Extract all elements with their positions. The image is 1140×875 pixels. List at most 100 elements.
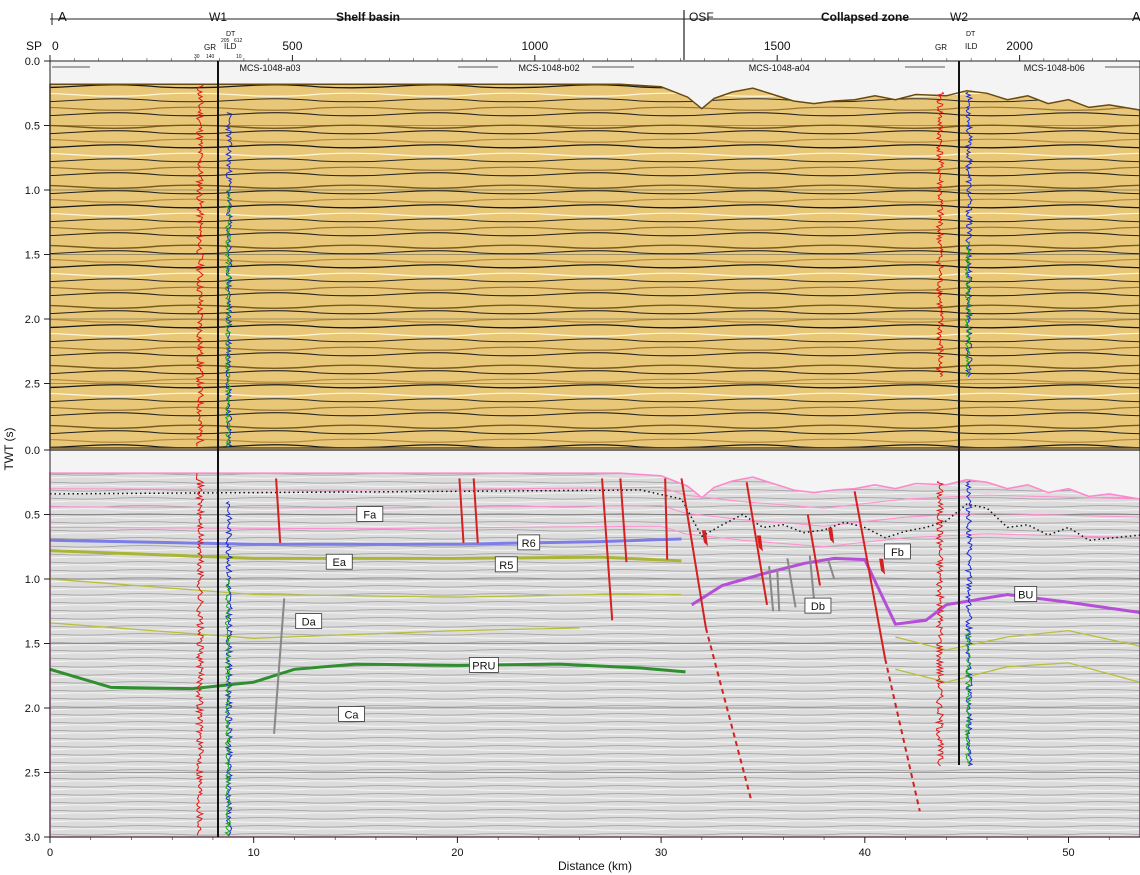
minor-fault <box>808 555 815 599</box>
w1-gr-min: 30 <box>194 54 200 60</box>
horizon-label-box <box>468 657 499 673</box>
y-tick-label: 1.0 <box>25 574 40 586</box>
x-tick-label: 10 <box>248 847 260 859</box>
unit-label-box <box>804 597 832 614</box>
fault-slip-arrow <box>701 530 708 547</box>
unit-label: Ea <box>333 557 347 569</box>
thin-horizon <box>49 578 682 598</box>
sp-tick-label: 1500 <box>764 39 791 53</box>
profile-start-label: A <box>58 9 67 24</box>
y-tick-label: 0.0 <box>25 445 40 457</box>
w1-ild-label: ILD <box>224 42 237 51</box>
fault-line <box>806 514 821 586</box>
zone-collapsed-label: Collapsed zone <box>821 10 909 24</box>
unit-label: Db <box>811 601 825 613</box>
w1-ild-curve <box>224 578 232 837</box>
y-axis-title: TWT (s) <box>2 427 16 470</box>
fault-line <box>458 478 465 543</box>
seismic-reflection-data <box>49 83 1140 449</box>
w2-gr-label: GR <box>935 43 947 52</box>
w2-ild-label: ILD <box>965 42 978 51</box>
line-segment-label: MCS-1048-a03 <box>239 63 300 73</box>
y-tick-label: 1.5 <box>25 639 40 651</box>
horizon-label-box <box>517 534 541 551</box>
w2-dt-curve <box>964 91 974 378</box>
y-tick-label: 0.5 <box>25 510 40 522</box>
fault-line <box>619 478 628 563</box>
horizon-label-box <box>1014 586 1038 602</box>
w2-dt-label: DT <box>966 31 976 38</box>
w2-gr-curve <box>934 480 946 767</box>
sp-tick-label: 0 <box>52 39 59 53</box>
unit-label-box <box>356 506 384 522</box>
y-tick-label: 1.5 <box>25 250 40 262</box>
w1-ild-max: 10 <box>236 54 242 60</box>
fault-slip-arrow <box>879 558 886 575</box>
thin-horizon <box>49 622 580 639</box>
profile-end-label: A <box>1132 9 1140 24</box>
well-w2-label: W2 <box>950 10 968 24</box>
w1-ild-curve <box>224 189 232 448</box>
y-axis: 0.0 0.0 0.5 0.5 1.0 1.0 1.5 1.5 2.0 2.0 2.5 2.5 3.0 <box>25 56 50 844</box>
unit-label: Ca <box>344 709 359 721</box>
minor-fault <box>768 566 775 612</box>
sp-axis: SP 0 500 1000 1500 2000 <box>26 39 1117 61</box>
y-tick-label: 2.0 <box>25 703 40 715</box>
w1-gr-curve <box>194 83 206 447</box>
line-segment-label: MCS-1048-a04 <box>749 63 810 73</box>
fault-slip-arrow <box>828 527 835 544</box>
unit-label: Fb <box>891 547 904 559</box>
x-axis-title: Distance (km) <box>558 859 632 873</box>
zone-shelf-basin-label: Shelf basin <box>336 10 400 24</box>
fault-line <box>472 478 479 543</box>
w2-ild-curve <box>964 630 973 766</box>
minor-fault <box>273 598 286 734</box>
fault-line <box>680 478 707 629</box>
horizon-label: R6 <box>522 538 536 550</box>
osf-label: OSF <box>689 10 714 24</box>
fault-line <box>601 478 614 621</box>
fault-line-inferred <box>704 627 752 799</box>
y-tick-label: 0.0 <box>25 56 40 68</box>
y-tick-label: 1.0 <box>25 185 40 197</box>
horizon-label: BU <box>1018 589 1033 601</box>
sp-tick-label: 500 <box>282 39 302 53</box>
sp-axis-prefix: SP <box>26 39 42 53</box>
thin-horizon <box>895 629 1140 651</box>
fault-line <box>745 482 769 605</box>
horizon-r5 <box>49 549 682 563</box>
w2-ild-curve <box>964 241 972 377</box>
well-w1-label: W1 <box>209 10 227 24</box>
fault-line-inferred <box>884 658 921 812</box>
unit-label-box <box>325 553 353 570</box>
x-tick-label: 30 <box>655 847 667 859</box>
thin-horizon <box>895 662 1140 683</box>
horizon-label: R5 <box>499 560 513 572</box>
seismic-panel-bottom: R6 R5 PRU BU Fa Ea Da Ca Db Fb <box>49 450 1140 838</box>
minor-fault <box>776 568 781 612</box>
unit-label-box <box>338 706 365 722</box>
fault-line <box>853 491 887 660</box>
well-log-headers: GR DT ILD 30 140 205 612 10 GR DT ILD <box>194 31 978 60</box>
x-axis: 0 10 20 30 40 50 <box>47 837 1110 859</box>
sp-tick-label: 1000 <box>521 39 548 53</box>
x-tick-label: 40 <box>859 847 871 859</box>
seismic-panel-top: MCS-1048-a03 MCS-1048-b02 MCS-1048-a04 MCS-… <box>49 61 1140 450</box>
y-tick-label: 2.0 <box>25 314 40 326</box>
w1-dt-min: 205 <box>221 38 230 44</box>
unit-label: Fa <box>363 510 377 522</box>
minor-fault <box>786 558 797 608</box>
fault-line <box>664 478 669 560</box>
x-tick-label: 0 <box>47 847 53 859</box>
y-tick-label: 3.0 <box>25 832 40 844</box>
w2-gr-curve <box>935 91 945 378</box>
w1-dt-max: 612 <box>234 38 243 44</box>
horizon-r6 <box>49 537 682 546</box>
line-segment-label: MCS-1048-b06 <box>1024 63 1085 73</box>
unit-label-box <box>883 543 911 560</box>
w1-gr-label: GR <box>204 43 216 52</box>
line-segment-label: MCS-1048-b02 <box>519 63 580 73</box>
fault-line <box>275 478 282 543</box>
horizon-label-box <box>494 556 518 573</box>
fault-slip-arrow <box>756 535 763 552</box>
